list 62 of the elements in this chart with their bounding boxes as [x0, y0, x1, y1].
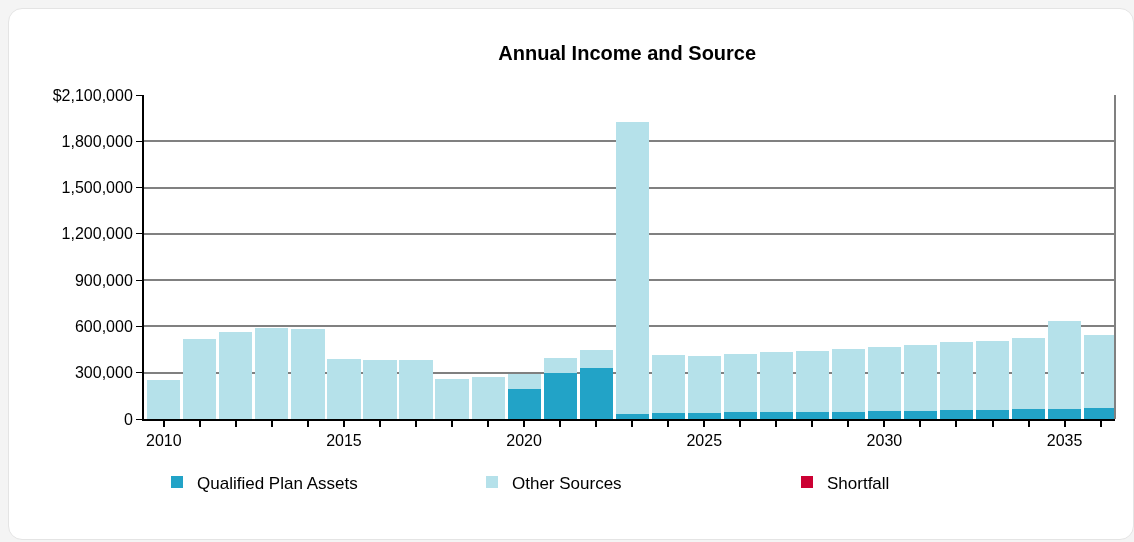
y-tick-label: 1,200,000 — [61, 225, 133, 243]
bar — [796, 412, 829, 419]
y-tick-label: 600,000 — [74, 318, 133, 336]
x-tick-label: 2015 — [326, 432, 362, 450]
bar — [724, 412, 757, 419]
bar — [616, 122, 649, 414]
bar — [147, 380, 180, 419]
bar — [291, 329, 325, 419]
bar — [508, 374, 541, 389]
legend-label: Shortfall — [827, 473, 890, 493]
x-tick-label: 2030 — [866, 432, 903, 450]
bar — [652, 413, 685, 419]
x-tick-label: 2020 — [506, 432, 543, 450]
y-tick-label: 1,500,000 — [61, 179, 133, 197]
bar — [688, 413, 721, 419]
bar — [652, 355, 685, 413]
bar — [724, 354, 757, 412]
bar — [1084, 335, 1115, 408]
bar — [904, 345, 937, 411]
x-tick-label: 2025 — [686, 432, 723, 450]
bar — [976, 341, 1009, 410]
bar — [1048, 321, 1081, 409]
bar — [255, 328, 288, 419]
bar — [327, 359, 361, 419]
legend-label: Other Sources — [512, 473, 622, 493]
bar — [760, 352, 793, 412]
bar — [796, 351, 829, 412]
bar — [435, 379, 469, 419]
bar — [1048, 409, 1081, 419]
bar — [940, 342, 973, 410]
bar — [1012, 409, 1045, 419]
x-tick-label: 2010 — [146, 432, 182, 450]
x-tick-label: 2035 — [1046, 432, 1083, 450]
bar — [868, 347, 901, 411]
bar — [399, 360, 433, 419]
chart-title: Annual Income and Source — [498, 42, 757, 65]
bar — [1084, 408, 1115, 419]
bar — [219, 332, 252, 419]
bar — [616, 414, 649, 419]
bar — [580, 368, 613, 419]
bar — [472, 377, 505, 419]
bar — [544, 358, 577, 373]
bar — [976, 410, 1009, 419]
bar — [1012, 338, 1045, 409]
bar — [868, 411, 901, 419]
bar — [940, 410, 973, 419]
bar — [832, 349, 865, 412]
bar — [904, 411, 937, 419]
bar — [363, 360, 397, 419]
bar — [688, 356, 721, 413]
bar — [183, 339, 216, 419]
y-tick-label: 1,800,000 — [61, 132, 133, 150]
legend-label: Qualified Plan Assets — [197, 473, 358, 493]
bar — [580, 350, 613, 368]
y-tick-label: 300,000 — [74, 364, 133, 382]
y-tick-label: 900,000 — [74, 271, 133, 289]
bar — [832, 412, 865, 419]
y-tick-label: $2,100,000 — [52, 86, 133, 104]
y-tick-label: 0 — [123, 410, 133, 428]
bar — [544, 373, 577, 419]
bar — [508, 389, 541, 419]
bar — [760, 412, 793, 419]
